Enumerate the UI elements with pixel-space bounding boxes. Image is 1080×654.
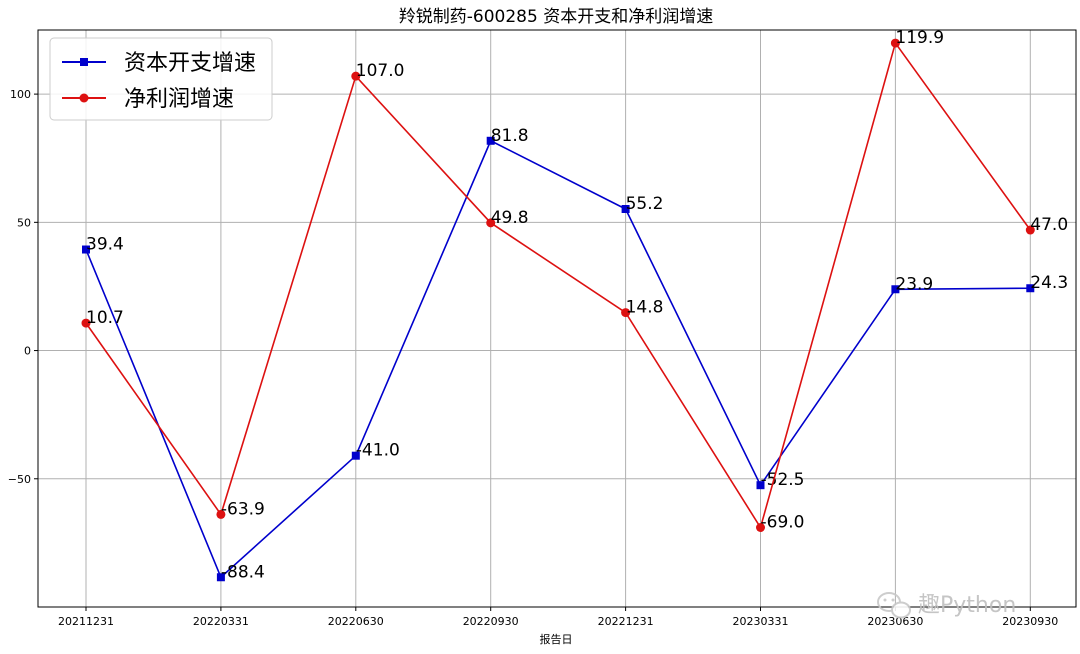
data-label: 10.7 (86, 308, 124, 328)
data-label: -52.5 (761, 470, 805, 490)
x-tick-label: 20220630 (328, 615, 384, 628)
data-label: -69.0 (761, 513, 805, 533)
wechat-icon (877, 592, 911, 619)
data-label: 24.3 (1030, 273, 1068, 293)
x-axis: 20211231 20220331 20220630 20220930 20221231… (58, 607, 1058, 628)
x-tick-label: 20221231 (598, 615, 654, 628)
legend-box (49, 37, 273, 121)
data-point (621, 204, 630, 213)
watermark: 趣Python (877, 592, 1016, 619)
x-tick-label: 20220331 (193, 615, 249, 628)
series-line (85, 41, 1031, 530)
y-tick-label: 0 (24, 345, 31, 358)
data-point (351, 71, 361, 81)
x-tick-label: 20230630 (867, 615, 923, 628)
chart-title: 羚锐制药-600285 资本开支和净利润增速 (399, 7, 713, 27)
data-label: 47.0 (1030, 215, 1068, 235)
data-point (621, 308, 631, 318)
data-point (891, 285, 900, 294)
data-label: 14.8 (626, 298, 664, 318)
legend-marker-profit (79, 93, 89, 103)
y-tick-label: 50 (17, 216, 31, 229)
data-point (81, 318, 91, 328)
data-label: -88.4 (221, 562, 265, 582)
data-point (82, 245, 90, 254)
data-point (351, 451, 360, 460)
series: 39.4 -88.4 -41.0 81.8 55.2 -52.5 23.9 24.3 10.7 -… (81, 28, 1068, 582)
data-point (890, 38, 900, 48)
data-point (756, 481, 765, 490)
legend: 资本开支增速 净利润增速 (49, 37, 273, 121)
x-tick-label: 20230331 (733, 615, 789, 628)
series-1: 10.7 -63.9 107.0 49.8 14.8 -69.0 119.9 47.0 (81, 28, 1068, 533)
data-point (1025, 225, 1035, 235)
x-tick-label: 20230930 (1002, 615, 1058, 628)
watermark-text: 趣Python (918, 593, 1016, 618)
series-0: 39.4 -88.4 -41.0 81.8 55.2 -52.5 23.9 24.3 (82, 126, 1068, 582)
data-label: 23.9 (895, 274, 933, 294)
y-tick-label: 100 (10, 88, 31, 101)
data-point (486, 218, 496, 228)
data-label: 55.2 (626, 194, 664, 214)
data-label: 107.0 (356, 61, 405, 81)
x-axis-label: 报告日 (540, 632, 573, 646)
data-point (486, 136, 495, 145)
legend-label-profit: 净利润增速 (124, 87, 234, 112)
data-label: 49.8 (491, 208, 529, 228)
data-label: 81.8 (491, 126, 529, 146)
plot-area (37, 29, 1077, 608)
x-tick-label: 20220930 (463, 615, 519, 628)
legend-label-capex: 资本开支增速 (124, 51, 256, 76)
x-tick-label: 20211231 (58, 615, 114, 628)
y-tick-label: −50 (8, 473, 31, 486)
y-axis: −50 0 50 100 (8, 88, 38, 486)
series-line (85, 139, 1031, 579)
data-label: 119.9 (895, 28, 944, 48)
legend-marker-capex (80, 58, 88, 66)
data-point (216, 509, 226, 519)
data-point (216, 573, 225, 582)
data-label: -63.9 (221, 499, 265, 519)
data-point (1026, 284, 1035, 293)
data-point (756, 523, 765, 533)
data-label: 39.4 (86, 235, 124, 255)
data-label: -41.0 (356, 441, 400, 461)
